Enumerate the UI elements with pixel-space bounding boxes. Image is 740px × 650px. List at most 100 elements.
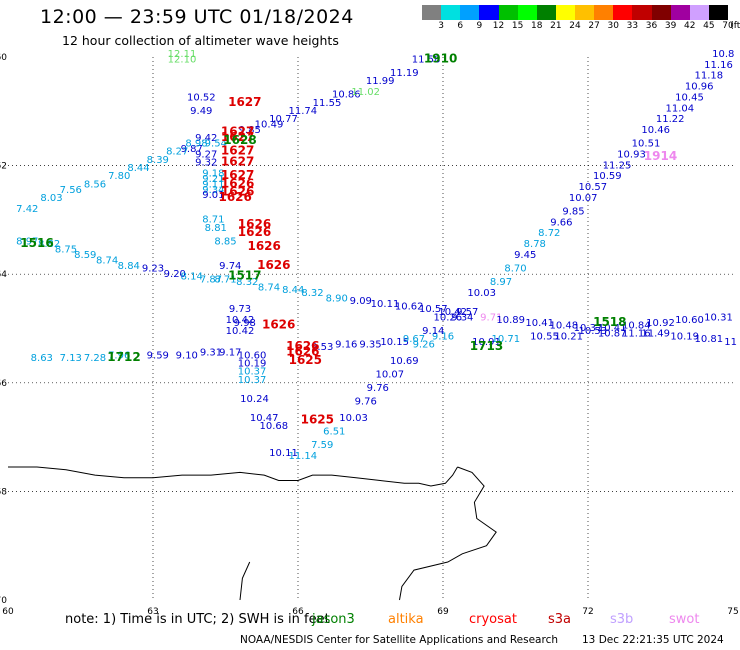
wave-height-label: 10.49 bbox=[255, 120, 284, 131]
pass-time-label: 1914 bbox=[644, 149, 677, 163]
wave-height-label: 9.35 bbox=[359, 340, 381, 351]
wave-height-label: 9.31 bbox=[200, 348, 222, 359]
colorbar-tick-label: 12 bbox=[492, 21, 505, 31]
colorbar-swatch bbox=[594, 5, 614, 20]
wave-height-label: 10.41 bbox=[598, 323, 627, 334]
wave-height-label: 7.28 bbox=[84, 353, 106, 364]
wave-height-label: 9.23 bbox=[142, 264, 164, 275]
wave-height-label: 9.49 bbox=[190, 106, 212, 117]
wave-height-label: 9.20 bbox=[164, 269, 186, 280]
wave-height-label: 10.15 bbox=[380, 337, 409, 348]
wave-height-label: 7.59 bbox=[311, 440, 333, 451]
wave-height-label: 10.42 bbox=[226, 326, 255, 337]
pass-time-label: 1628 bbox=[223, 133, 256, 147]
wave-height-label: 11.58 bbox=[412, 54, 441, 65]
wave-height-label: 10.31 bbox=[704, 312, 733, 323]
longitude-tick-label: 60 bbox=[2, 607, 14, 617]
wave-height-label: 8.39 bbox=[147, 155, 169, 166]
wave-height-label: 10.51 bbox=[632, 139, 661, 150]
wave-height-label: 11 bbox=[724, 337, 737, 348]
wave-height-label: 8.44 bbox=[127, 163, 149, 174]
pass-time-label: 1625 bbox=[289, 353, 322, 367]
wave-height-label: 10.8 bbox=[712, 49, 734, 60]
wave-height-label: 10.52 bbox=[187, 92, 216, 103]
wave-height-label: 9.26 bbox=[413, 340, 435, 351]
inland-outline bbox=[239, 561, 251, 601]
pass-time-label: 1518 bbox=[593, 315, 626, 329]
colorbar-tick-label: 24 bbox=[569, 21, 581, 31]
wave-height-label: 7.87 bbox=[200, 274, 222, 285]
wave-height-label: 8.74 bbox=[258, 283, 280, 294]
wave-height-label: 8.56 bbox=[84, 179, 106, 190]
wave-height-label: 9.85 bbox=[239, 125, 261, 136]
wave-height-label: 10.03 bbox=[467, 288, 496, 299]
wave-height-label: 10.47 bbox=[250, 413, 279, 424]
pass-time-label: 1517 bbox=[228, 269, 261, 283]
credit-line: NOAA/NESDIS Center for Satellite Applica… bbox=[240, 634, 558, 646]
wave-height-label: 10.45 bbox=[675, 92, 704, 103]
wave-height-label: 9.17 bbox=[219, 348, 241, 359]
wave-height-label: 8.32 bbox=[236, 277, 258, 288]
colorbar-swatch bbox=[708, 5, 728, 20]
pass-time-label: 1713 bbox=[470, 339, 503, 353]
wave-height-label: 9.74 bbox=[219, 261, 241, 272]
colorbar-unit: (ft) bbox=[730, 21, 740, 31]
wave-height-label: 9.53 bbox=[311, 342, 333, 353]
wave-height-label: 10.42 bbox=[438, 307, 467, 318]
wave-height-label: 9.34 bbox=[451, 312, 473, 323]
wave-height-label: 10.19 bbox=[670, 331, 699, 342]
wave-height-label: 9.85 bbox=[562, 207, 584, 218]
wave-height-label: 10.24 bbox=[240, 394, 269, 405]
wave-height-label: 8.32 bbox=[301, 288, 323, 299]
wave-height-label: 8.74 bbox=[96, 255, 118, 266]
longitude-tick-label: 63 bbox=[147, 607, 158, 617]
longitude-tick-label: 72 bbox=[582, 607, 593, 617]
wave-height-label: 11.18 bbox=[694, 71, 723, 82]
colorbar-tick-label: 27 bbox=[588, 21, 600, 31]
wave-height-label: 10.96 bbox=[685, 82, 714, 93]
colorbar-swatch bbox=[670, 5, 690, 20]
colorbar-swatch bbox=[575, 5, 595, 20]
colorbar-swatch bbox=[460, 5, 480, 20]
colorbar-swatch bbox=[689, 5, 709, 20]
colorbar-swatch bbox=[498, 5, 518, 20]
wave-height-label: 9.09 bbox=[350, 296, 372, 307]
wave-height-label: 10.53 bbox=[578, 326, 607, 337]
wave-height-label: 8.14 bbox=[181, 272, 203, 283]
wave-height-label: 11.25 bbox=[603, 160, 632, 171]
wave-height-label: 11.49 bbox=[641, 329, 670, 340]
colorbar-tick-label: 9 bbox=[476, 21, 483, 31]
wave-height-label: 12.11 bbox=[168, 49, 197, 60]
wave-height-label: 7.80 bbox=[108, 171, 130, 182]
wave-height-label: 9.18 bbox=[202, 169, 224, 180]
pass-time-label: 1627 bbox=[221, 155, 254, 169]
colorbar-tick-label: 36 bbox=[645, 21, 658, 31]
wave-height-label: 8.27 bbox=[166, 147, 188, 158]
colorbar-tick-label: 6 bbox=[457, 21, 464, 31]
wave-height-label: 9.45 bbox=[514, 250, 536, 261]
wave-height-label: 8.71 bbox=[202, 215, 224, 226]
wave-height-label: 10.60 bbox=[238, 350, 267, 361]
pass-time-label: 1516 bbox=[20, 236, 53, 250]
wave-height-label: 7.96 bbox=[108, 350, 130, 361]
pass-time-label: 1627 bbox=[221, 125, 254, 139]
wave-height-label: 8.82 bbox=[38, 239, 60, 250]
wave-height-label: 10.62 bbox=[395, 302, 424, 313]
wave-height-label: 11.04 bbox=[665, 103, 694, 114]
pass-time-label: 1626 bbox=[257, 258, 290, 272]
wave-height-label: 11.16 bbox=[704, 60, 733, 71]
legend-item-swot: swot bbox=[669, 612, 700, 627]
wave-height-label: 10.42 bbox=[226, 315, 255, 326]
wave-height-label: 7.56 bbox=[60, 185, 82, 196]
latitude-tick-label: -68 bbox=[0, 487, 7, 497]
longitude-tick-label: 75 bbox=[727, 607, 738, 617]
colorbar-swatch bbox=[517, 5, 537, 20]
colorbar-swatch bbox=[422, 5, 442, 20]
colorbar-swatch bbox=[555, 5, 575, 20]
wave-height-label: 10.68 bbox=[259, 421, 288, 432]
wave-height-label: 10.69 bbox=[390, 356, 419, 367]
page-subtitle: 12 hour collection of altimeter wave hei… bbox=[62, 33, 339, 48]
wave-height-label: 11.14 bbox=[288, 451, 317, 462]
coastline bbox=[8, 466, 458, 487]
legend-item-altika: altika bbox=[388, 612, 424, 627]
